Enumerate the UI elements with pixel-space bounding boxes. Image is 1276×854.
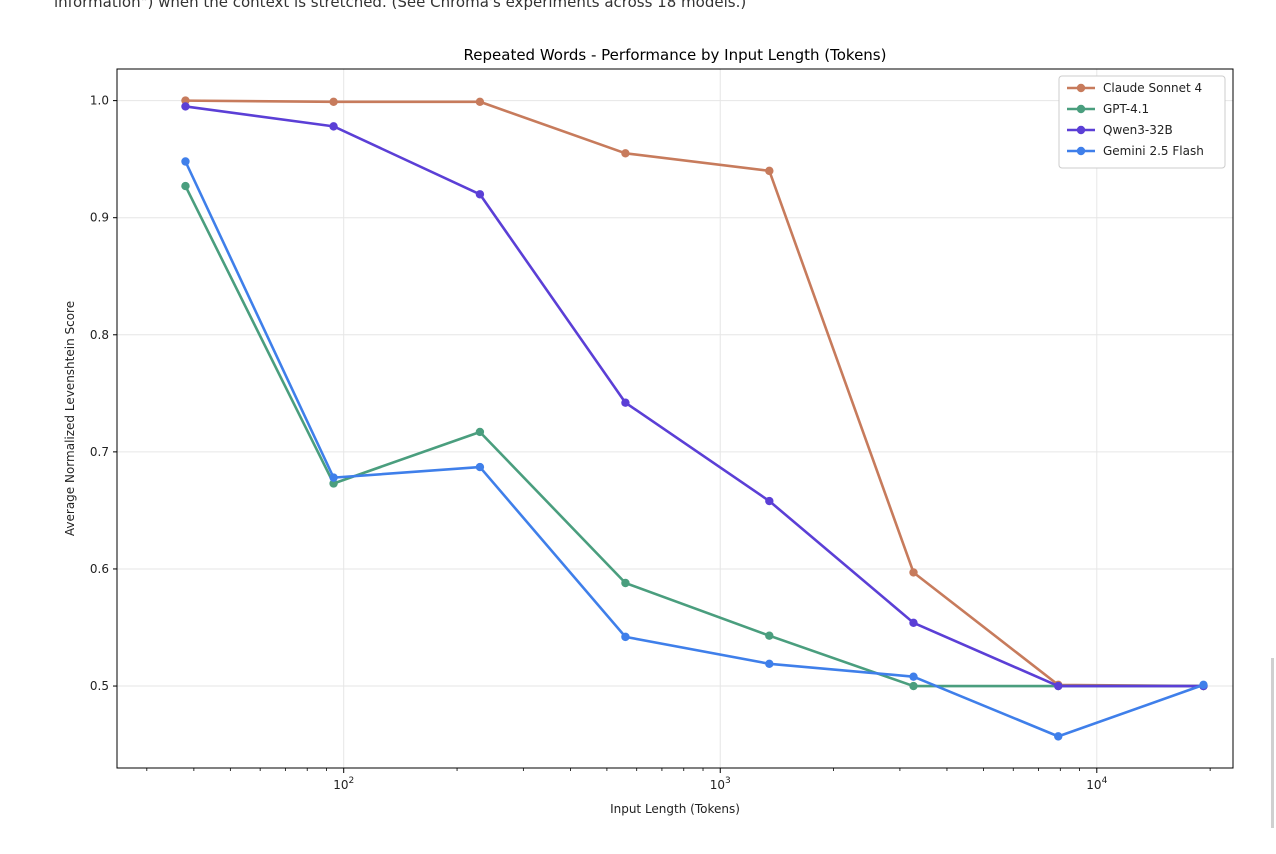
series-line [184, 185, 1204, 688]
data-point [181, 96, 190, 105]
data-point [181, 102, 190, 111]
x-tick-label: 102 [333, 776, 354, 792]
data-point [181, 157, 190, 166]
data-point [1054, 732, 1063, 741]
y-tick-label: 0.5 [90, 679, 109, 693]
scrollbar-thumb[interactable] [1271, 658, 1274, 828]
data-point [1199, 680, 1208, 690]
series-line [185, 99, 1204, 688]
plot-frame [116, 68, 1234, 769]
data-point [475, 462, 485, 472]
legend-box [1058, 75, 1226, 169]
grid-layer [117, 69, 1233, 768]
data-point [621, 578, 630, 588]
legend-swatch-marker [1076, 125, 1086, 135]
y-tick-label: 0.8 [90, 328, 109, 342]
data-point [475, 97, 485, 106]
chart-title: Repeated Words - Performance by Input Le… [464, 46, 887, 64]
x-tick-label: 104 [1086, 776, 1107, 792]
top-caption-text: information") when the context is stretc… [54, 0, 747, 11]
y-tick-label: 0.6 [90, 562, 109, 576]
data-point [621, 149, 630, 158]
series-line [184, 160, 1204, 738]
legend-label: Gemini 2.5 Flash [1103, 144, 1204, 158]
legend-label: Qwen3-32B [1103, 123, 1173, 137]
x-axis-label: Input Length (Tokens) [610, 802, 740, 816]
data-point [329, 97, 338, 106]
data-point [909, 672, 918, 681]
data-point [329, 122, 338, 131]
legend-label: GPT-4.1 [1103, 102, 1149, 116]
data-point [621, 632, 630, 642]
data-point [765, 496, 774, 506]
x-tick-label: 103 [710, 776, 731, 792]
data-point [329, 479, 338, 488]
legend-swatch-marker [1076, 104, 1086, 114]
axis-layer: 0.5 0.6 0.7 0.8 0.9 1.0 102 103 104 [90, 94, 1211, 792]
legend-label: Claude Sonnet 4 [1103, 81, 1202, 95]
data-point [475, 427, 485, 437]
y-tick-label: 1.0 [90, 94, 109, 108]
data-point [329, 473, 338, 482]
legend-swatch-marker [1076, 83, 1086, 93]
series-line [185, 105, 1204, 688]
data-point [909, 681, 918, 691]
series-layer [181, 96, 1208, 741]
data-point [181, 181, 190, 191]
data-point [1054, 681, 1063, 691]
y-axis-label: Average Normalized Levenshtein Score [63, 301, 77, 536]
data-point [909, 618, 918, 628]
data-point [621, 398, 630, 407]
legend-swatch-marker [1076, 146, 1086, 156]
data-point [765, 166, 774, 176]
data-point [475, 190, 485, 199]
data-point [909, 568, 918, 577]
y-tick-label: 0.7 [90, 445, 109, 459]
legend: Claude Sonnet 4 GPT-4.1 Qwen3-32B Gemini 2.… [1058, 75, 1226, 169]
data-point [765, 631, 774, 640]
y-tick-label: 0.9 [90, 211, 109, 225]
data-point [765, 659, 774, 668]
